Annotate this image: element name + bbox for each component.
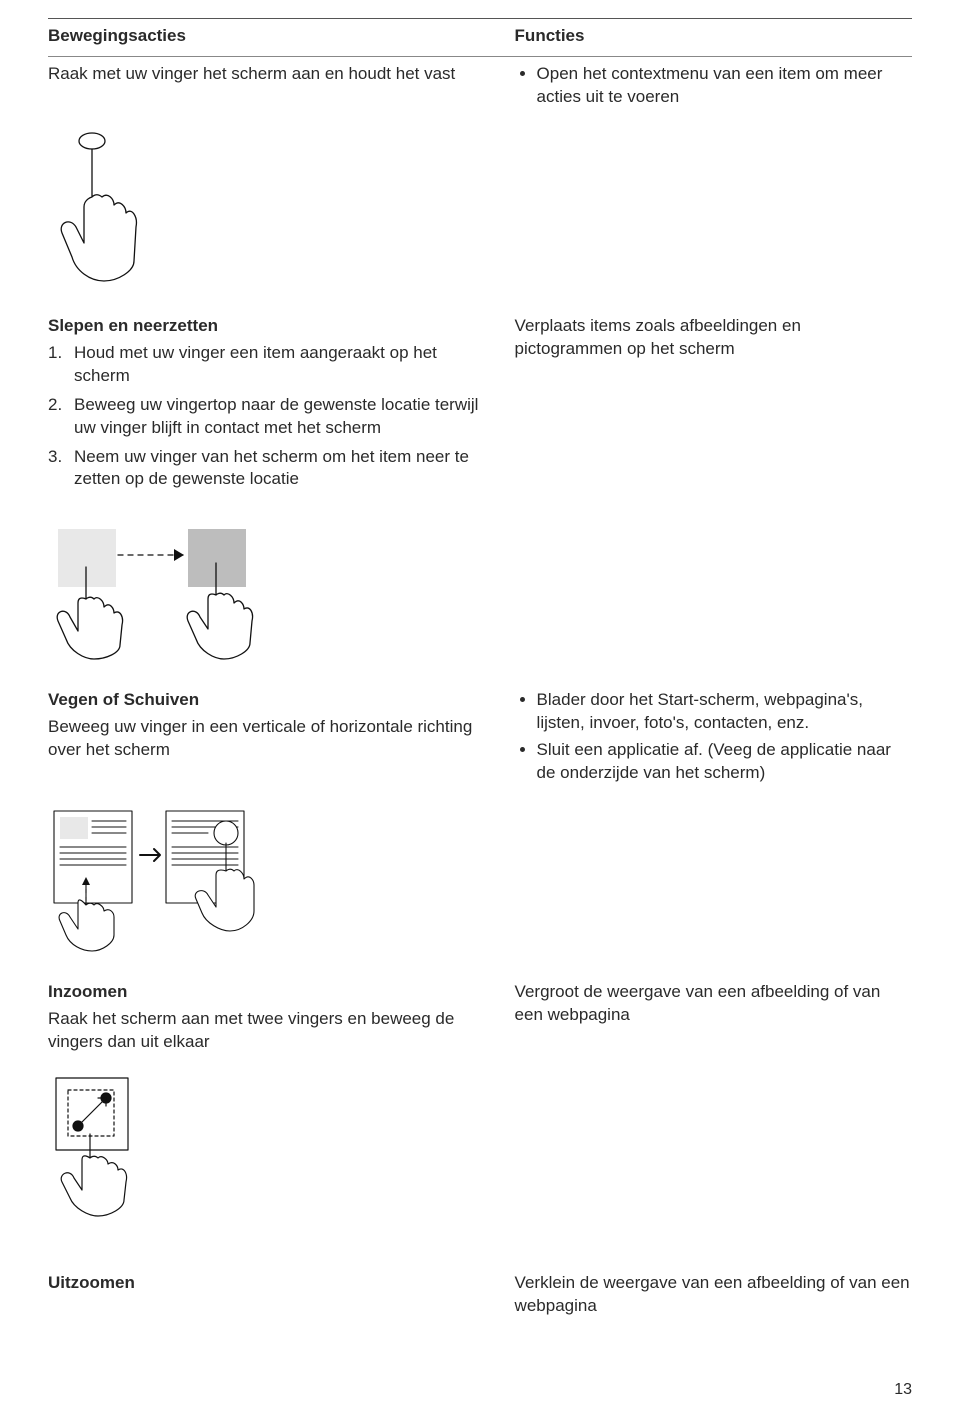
header-left: Bewegingsacties: [48, 25, 515, 48]
row4-left-text: Raak het scherm aan met twee vingers en …: [48, 1008, 485, 1054]
row1-bullet-0: Open het contextmenu van een item om mee…: [537, 63, 912, 109]
row5-right-text: Verklein de weergave van een afbeelding …: [515, 1272, 912, 1318]
row2-steps: 1.Houd met uw vinger een item aangeraakt…: [48, 342, 485, 492]
touch-hold-icon: [48, 127, 912, 287]
row2-right-text: Verplaats items zoals afbeeldingen en pi…: [515, 315, 912, 361]
row2-step-1: Beweeg uw vingertop naar de gewenste loc…: [74, 394, 485, 440]
row5-title: Uitzoomen: [48, 1272, 485, 1295]
row2-step-2: Neem uw vinger van het scherm om het ite…: [74, 446, 485, 492]
page-number: 13: [894, 1379, 912, 1401]
top-rule: [48, 18, 912, 19]
row1-left-text: Raak met uw vinger het scherm aan en hou…: [48, 63, 485, 86]
row-touch-hold: Raak met uw vinger het scherm aan en hou…: [48, 63, 912, 113]
row-drag-drop: Slepen en neerzetten 1.Houd met uw vinge…: [48, 315, 912, 498]
zoom-in-icon: [48, 1068, 912, 1218]
row4-title: Inzoomen: [48, 981, 485, 1004]
row1-bullets: Open het contextmenu van een item om mee…: [515, 63, 912, 109]
row3-bullets: Blader door het Start-scherm, webpagina'…: [515, 689, 912, 785]
row-swipe: Vegen of Schuiven Beweeg uw vinger in ee…: [48, 689, 912, 789]
row-zoom-in: Inzoomen Raak het scherm aan met twee vi…: [48, 981, 912, 1054]
row3-bullet-1: Sluit een applicatie af. (Veeg de applic…: [537, 739, 912, 785]
swipe-icon: [48, 803, 912, 953]
row4-right-text: Vergroot de weergave van een afbeelding …: [515, 981, 912, 1027]
row3-left-text: Beweeg uw vinger in een verticale of hor…: [48, 716, 485, 762]
row2-title: Slepen en neerzetten: [48, 315, 485, 338]
header-bottom-rule: [48, 56, 912, 57]
row-zoom-out: Uitzoomen Verklein de weergave van een a…: [48, 1272, 912, 1318]
header-row: Bewegingsacties Functies: [48, 25, 912, 48]
row3-title: Vegen of Schuiven: [48, 689, 485, 712]
header-right: Functies: [515, 25, 912, 48]
row3-bullet-0: Blader door het Start-scherm, webpagina'…: [537, 689, 912, 735]
row2-step-0: Houd met uw vinger een item aangeraakt o…: [74, 342, 485, 388]
drag-drop-icon: [48, 511, 912, 661]
